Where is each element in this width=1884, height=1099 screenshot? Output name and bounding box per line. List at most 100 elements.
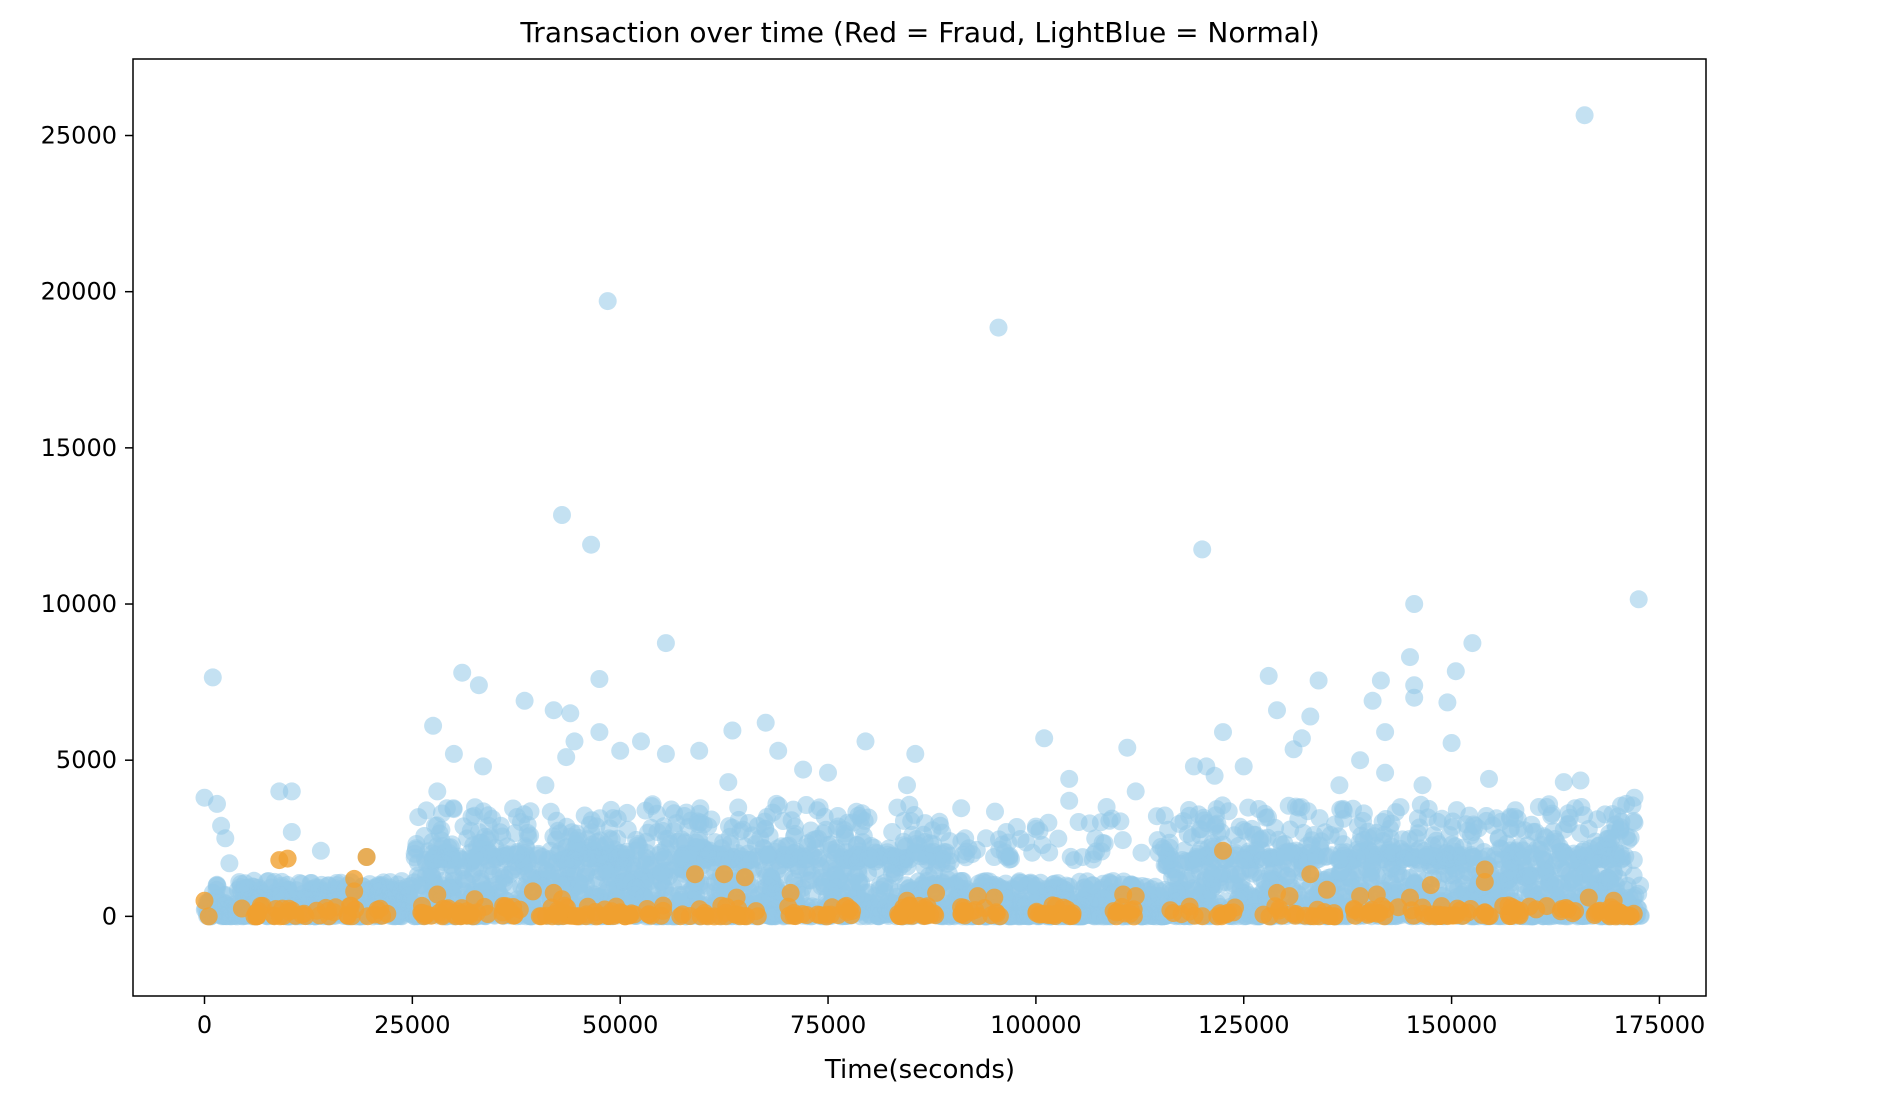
normal-transaction-point [1227, 865, 1246, 884]
normal-transaction-point [757, 845, 776, 864]
fraud-transaction-point [1325, 904, 1343, 923]
normal-transaction-point [1080, 814, 1099, 833]
normal-transaction-point [598, 877, 617, 896]
normal-transaction-point [1401, 648, 1419, 667]
fraud-transaction-point [478, 905, 497, 923]
normal-transaction-point [270, 782, 289, 801]
normal-transaction-point [822, 841, 841, 859]
x-tick-label: 100000 [990, 1011, 1082, 1039]
normal-transaction-point [1023, 843, 1042, 862]
normal-transaction-point [775, 850, 794, 869]
y-tick-label: 0 [102, 902, 117, 930]
normal-transaction-point [1575, 106, 1594, 125]
normal-transaction-point [1142, 880, 1161, 899]
normal-transaction-point [1246, 841, 1265, 860]
fraud-transaction-point [1121, 901, 1140, 920]
fraud-transaction-point [1375, 907, 1394, 926]
normal-transaction-point [1259, 666, 1278, 685]
normal-transaction-point [1180, 806, 1199, 825]
fraud-transaction-point [890, 906, 909, 925]
normal-transaction-point [421, 866, 440, 885]
fraud-transaction-point [1273, 906, 1291, 925]
normal-transaction-point [1301, 707, 1320, 726]
x-tick-label: 50000 [582, 1011, 658, 1039]
normal-transaction-point [1310, 809, 1329, 828]
normal-transaction-point [1095, 834, 1114, 853]
x-tick-label: 75000 [790, 1011, 866, 1039]
normal-transaction-point [993, 835, 1012, 854]
x-tick-label: 25000 [374, 1011, 450, 1039]
normal-transaction-point [1403, 848, 1421, 867]
normal-transaction-point [538, 851, 557, 869]
normal-transaction-point [216, 829, 235, 848]
fraud-transaction-point [1226, 898, 1244, 917]
fraud-transaction-point [1310, 907, 1329, 926]
normal-transaction-point [900, 795, 919, 814]
normal-transaction-point [1155, 880, 1174, 899]
normal-transaction-point [1571, 771, 1590, 790]
normal-transaction-point [1097, 798, 1116, 816]
fraud-transaction-point [1280, 887, 1299, 906]
fraud-transaction-point [292, 905, 311, 924]
normal-transaction-point [627, 878, 646, 897]
normal-transaction-point [729, 798, 748, 817]
normal-transaction-point [465, 848, 484, 867]
fraud-transaction-point [985, 888, 1004, 907]
normal-transaction-point [1268, 701, 1286, 720]
normal-transaction-point [1625, 813, 1644, 832]
normal-transaction-point [689, 815, 708, 834]
normal-transaction-point [1548, 851, 1567, 869]
normal-transaction-point [1027, 877, 1046, 895]
normal-transaction-point [697, 882, 716, 901]
normal-transaction-point [1234, 757, 1253, 776]
normal-transaction-point [656, 634, 675, 653]
normal-transaction-point [1349, 816, 1367, 835]
normal-transaction-point [444, 744, 463, 763]
normal-transaction-point [1544, 822, 1563, 841]
normal-transaction-point [1629, 590, 1648, 609]
fraud-transaction-point [1367, 885, 1386, 904]
normal-transaction-point [454, 817, 473, 836]
normal-transaction-point [381, 873, 400, 892]
x-tick-label: 150000 [1406, 1011, 1498, 1039]
normal-transaction-point [544, 701, 563, 720]
normal-transaction-point [815, 877, 834, 896]
normal-transaction-point [587, 817, 606, 836]
normal-transaction-point [647, 804, 666, 823]
normal-transaction-point [1405, 676, 1424, 695]
normal-transaction-point [989, 318, 1008, 337]
fraud-transaction-point [842, 906, 861, 925]
normal-transaction-point [506, 824, 524, 843]
normal-transaction-point [1621, 828, 1640, 847]
fraud-transaction-point [1579, 888, 1598, 907]
normal-transaction-point [1440, 845, 1458, 864]
normal-transaction-point [1579, 819, 1598, 838]
normal-transaction-point [700, 841, 719, 860]
normal-transaction-point [870, 890, 889, 909]
normal-transaction-point [1205, 766, 1224, 785]
normal-transaction-point [931, 816, 950, 835]
normal-transaction-point [1493, 850, 1512, 869]
fraud-transaction-point [1351, 887, 1370, 906]
y-tick-label: 25000 [41, 122, 117, 150]
normal-transaction-point [954, 845, 973, 864]
normal-transaction-point [1458, 822, 1477, 840]
normal-transaction-point [575, 806, 594, 825]
normal-transaction-point [1529, 798, 1548, 816]
fraud-transaction-point [1301, 865, 1320, 884]
fraud-transaction-point [523, 882, 542, 901]
normal-transaction-point [856, 732, 875, 751]
normal-transaction-point [882, 864, 901, 883]
fraud-transaction-point [249, 901, 268, 920]
fraud-transaction-point [927, 883, 946, 902]
fraud-transaction-point [913, 905, 931, 924]
normal-transaction-point [911, 847, 930, 866]
fraud-transaction-point [1621, 907, 1640, 926]
fraud-transaction-point [1566, 902, 1585, 921]
normal-transaction-point [516, 837, 535, 856]
fraud-transaction-point [1361, 902, 1380, 921]
normal-transaction-point [1048, 877, 1067, 895]
normal-transaction-point [1410, 818, 1429, 837]
normal-transaction-point [1076, 887, 1095, 905]
normal-transaction-point [656, 744, 675, 763]
